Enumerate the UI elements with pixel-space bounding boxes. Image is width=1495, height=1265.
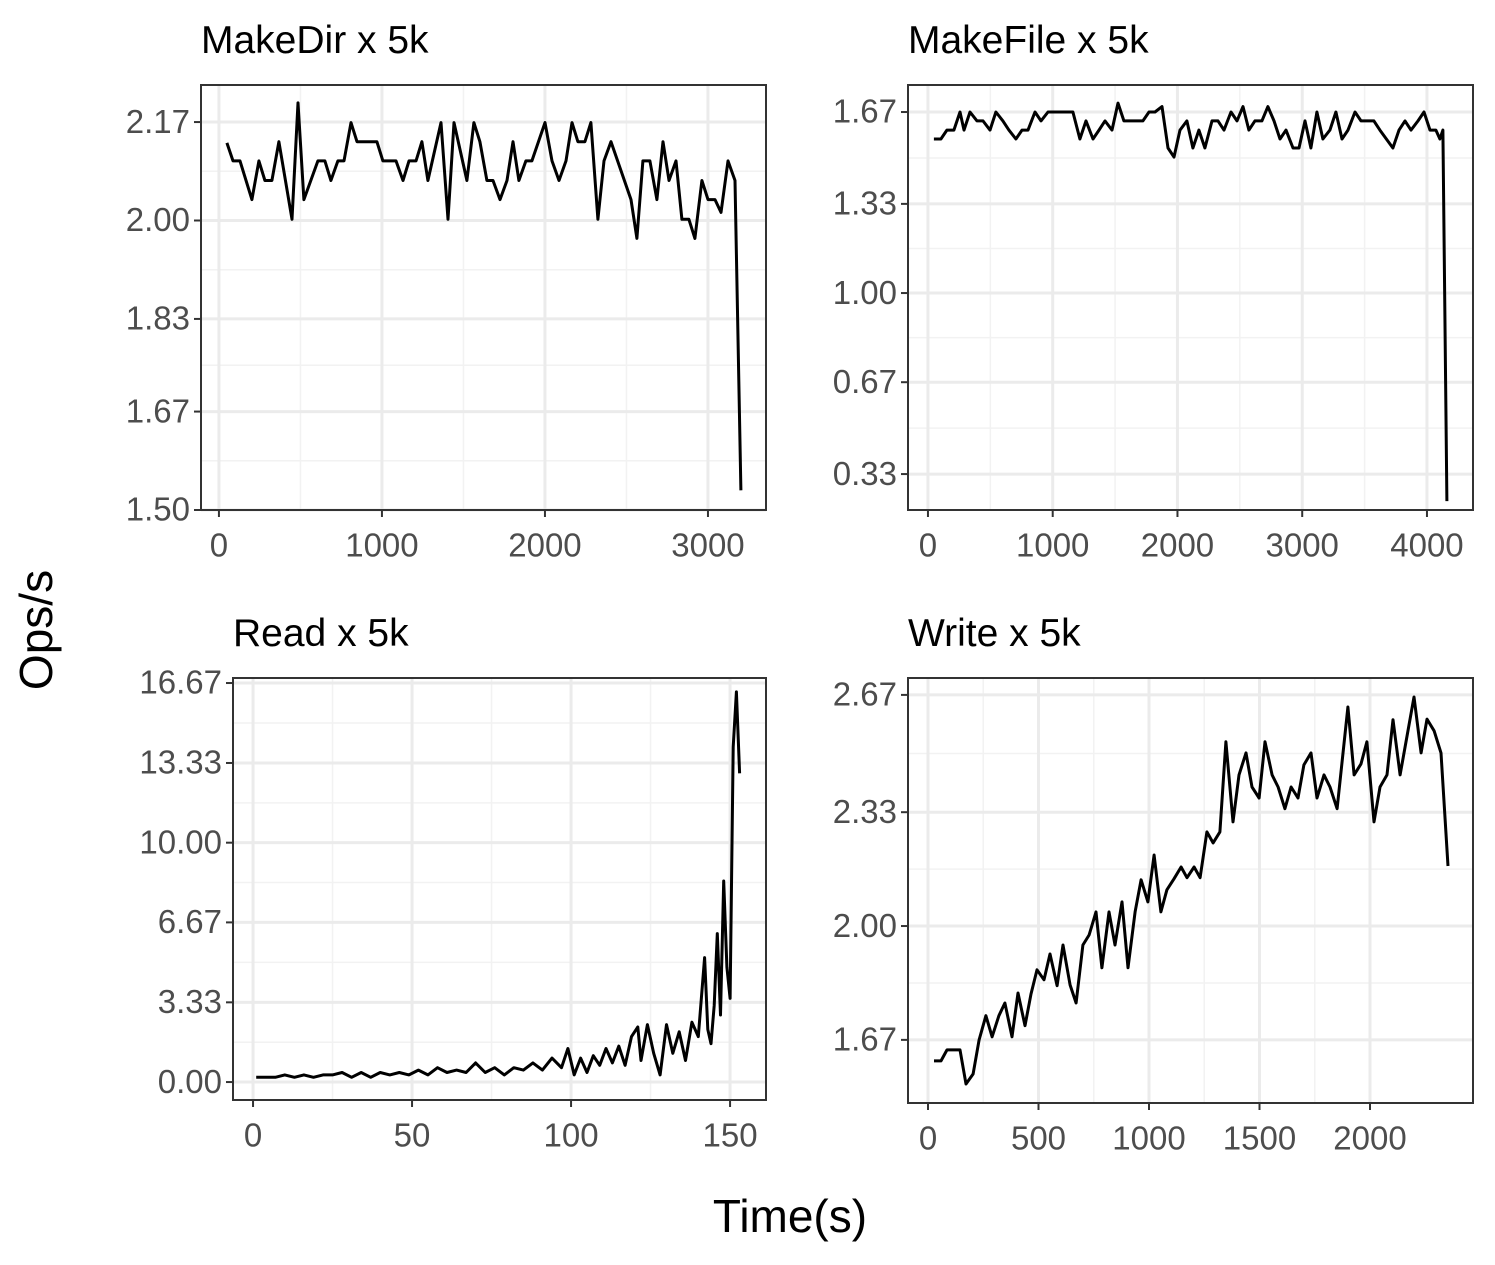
plot-border: [907, 84, 1474, 511]
y-tick-label: 2.00: [833, 907, 897, 944]
y-tick-label: 1.00: [833, 274, 897, 311]
x-tick-label: 50: [394, 1117, 431, 1154]
plot-background: [908, 85, 1473, 510]
y-tick-label: 1.50: [126, 491, 190, 528]
x-tick-label: 4000: [1390, 527, 1463, 564]
x-axis-label: Time(s): [713, 1190, 867, 1242]
x-tick-label: 0: [919, 527, 937, 564]
y-tick-label: 13.33: [139, 744, 222, 781]
y-tick-label: 2.33: [833, 793, 897, 830]
x-tick-label: 2000: [1333, 1120, 1406, 1157]
x-tick-label: 1000: [1016, 527, 1089, 564]
y-tick-label: 0.67: [833, 363, 897, 400]
panel-title: MakeFile x 5k: [908, 19, 1149, 62]
y-tick-label: 3.33: [158, 983, 222, 1020]
y-tick-label: 0.33: [833, 455, 897, 492]
data-line: [933, 101, 1449, 502]
plot-border: [232, 677, 767, 1101]
plot-background: [908, 678, 1473, 1103]
y-tick-label: 1.67: [833, 1021, 897, 1058]
plot-border: [907, 677, 1474, 1104]
y-tick-label: 2.00: [126, 201, 190, 238]
x-tick-label: 2000: [508, 527, 581, 564]
x-tick-label: 1000: [1112, 1120, 1185, 1157]
x-tick-label: 100: [544, 1117, 599, 1154]
x-tick-label: 3000: [1266, 527, 1339, 564]
x-tick-label: 150: [703, 1117, 758, 1154]
y-tick-label: 10.00: [139, 823, 222, 860]
data-line: [256, 690, 742, 1079]
x-tick-label: 0: [210, 527, 228, 564]
x-tick-label: 1000: [345, 527, 418, 564]
y-tick-label: 1.67: [833, 93, 897, 130]
plot-border: [200, 84, 767, 511]
x-tick-label: 0: [919, 1120, 937, 1157]
y-tick-label: 1.83: [126, 300, 190, 337]
y-tick-label: 6.67: [158, 903, 222, 940]
x-tick-label: 0: [244, 1117, 262, 1154]
y-tick-label: 2.67: [833, 676, 897, 713]
x-tick-label: 1500: [1223, 1120, 1296, 1157]
y-tick-label: 0.00: [158, 1063, 222, 1100]
data-line: [934, 695, 1450, 1086]
x-tick-label: 500: [1011, 1120, 1066, 1157]
plot-background: [233, 678, 766, 1100]
data-line: [225, 101, 743, 491]
plot-background: [201, 85, 766, 510]
x-tick-label: 2000: [1141, 527, 1214, 564]
panel-title: MakeDir x 5k: [201, 19, 429, 62]
x-tick-label: 3000: [671, 527, 744, 564]
panel-title: Write x 5k: [908, 612, 1081, 655]
y-axis-label: Ops/s: [10, 570, 62, 690]
y-tick-label: 16.67: [139, 664, 222, 701]
y-tick-label: 1.67: [126, 392, 190, 429]
panel-title: Read x 5k: [233, 612, 409, 655]
y-tick-label: 1.33: [833, 185, 897, 222]
y-tick-label: 2.17: [126, 103, 190, 140]
